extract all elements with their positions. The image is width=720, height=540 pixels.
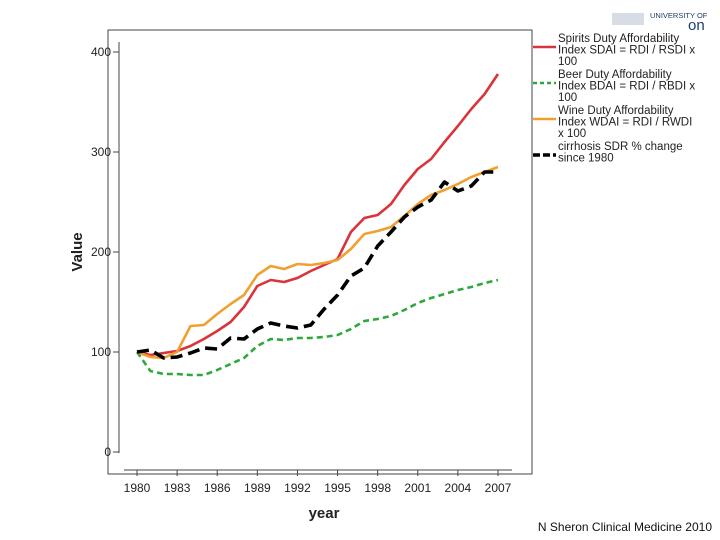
x-tick-label: 1986 (204, 481, 231, 495)
plot-frame (107, 29, 533, 475)
university-logo: UNIVERSITY OF on (612, 11, 708, 34)
y-tick-label: 300 (91, 145, 111, 159)
logo-top-line: UNIVERSITY OF (650, 11, 708, 20)
y-tick-label: 100 (91, 345, 111, 359)
x-tick-label: 1995 (324, 481, 351, 495)
legend-label-2: Index WDAI = RDI / RWDI (558, 117, 692, 129)
y-axis-ticks: 0 100 200 300 400 (91, 45, 119, 459)
series-line-1 (135, 278, 499, 377)
x-tick-label: 1989 (244, 481, 271, 495)
legend-label-0: Spirits Duty Affordability (558, 33, 679, 45)
x-axis-title: year (309, 505, 340, 522)
x-tick-label: 2001 (404, 481, 431, 495)
legend-label-1: Index BDAI = RDI / RBDI x (558, 81, 695, 93)
series-line-0 (136, 73, 500, 357)
x-tick-label: 1983 (164, 481, 191, 495)
logo-mark (612, 13, 644, 25)
source-credit: N Sheron Clinical Medicine 2010 (537, 520, 712, 534)
legend-label-3: since 1980 (558, 153, 614, 165)
logo-fragment: on (688, 17, 705, 34)
x-tick-label: 1992 (284, 481, 311, 495)
x-tick-label: 1980 (124, 481, 151, 495)
x-tick-label: 1998 (364, 481, 391, 495)
series-line-2 (136, 165, 499, 360)
x-tick-label: 2004 (445, 481, 472, 495)
y-tick-label: 400 (91, 45, 111, 59)
legend-label-3: cirrhosis SDR % change (558, 141, 683, 153)
y-tick-label: 0 (104, 445, 111, 459)
legend-label-2: Wine Duty Affordability (558, 105, 674, 117)
y-tick-label: 200 (91, 245, 111, 259)
legend-label-1: 100 (558, 92, 577, 104)
legend-label-2: x 100 (558, 128, 586, 140)
x-axis-ticks: 1980 1983 1986 1989 1992 1995 1998 2001 2004 2007 (124, 470, 512, 495)
x-tick-label: 2007 (485, 481, 512, 495)
y-axis-title: Value (69, 232, 86, 271)
series-line-3 (136, 170, 498, 360)
legend-label-0: 100 (558, 56, 577, 68)
legend-label-0: Index SDAI = RDI / RSDI x (558, 45, 695, 57)
legend-label-1: Beer Duty Affordability (558, 69, 672, 81)
series-lines (135, 73, 500, 377)
